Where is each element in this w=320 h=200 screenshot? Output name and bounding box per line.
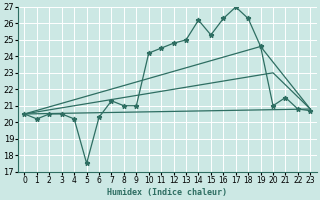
X-axis label: Humidex (Indice chaleur): Humidex (Indice chaleur)	[108, 188, 228, 197]
